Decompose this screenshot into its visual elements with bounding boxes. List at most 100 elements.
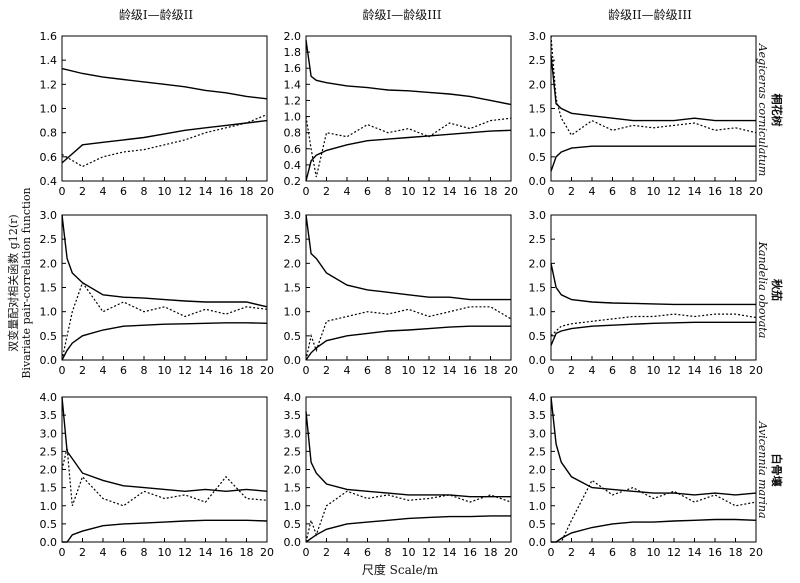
x-tick-label: 0 bbox=[548, 185, 555, 198]
x-tick-label: 18 bbox=[729, 185, 743, 198]
y-tick-label: 2.5 bbox=[40, 445, 58, 458]
lower-line bbox=[62, 519, 268, 543]
y-tick-label: 0.5 bbox=[284, 518, 302, 531]
x-tick-label: 14 bbox=[443, 364, 457, 377]
x-tick-label: 8 bbox=[385, 546, 392, 559]
y-tick-label: 3.5 bbox=[529, 409, 547, 422]
y-tick-label: 2.5 bbox=[40, 233, 58, 246]
y-tick-label: 1.8 bbox=[284, 46, 302, 59]
x-tick-label: 2 bbox=[79, 364, 86, 377]
plot-frame bbox=[61, 214, 268, 361]
lower-line bbox=[61, 119, 268, 164]
y-tick-label: 1.4 bbox=[284, 78, 302, 91]
y-tick-label: 2.5 bbox=[529, 233, 547, 246]
x-tick-label: 12 bbox=[178, 185, 192, 198]
panel-9: 0 2 4 6 8 10 12 14 16 18 20 0.0 0.5 1.0 1.5 2.0 2.5 3.0 3.… bbox=[529, 391, 764, 559]
x-tick-label: 14 bbox=[688, 364, 702, 377]
x-tick-label: 16 bbox=[463, 185, 477, 198]
lower-line bbox=[61, 322, 268, 361]
y-tick-label: 0.0 bbox=[529, 175, 547, 188]
x-tick-label: 18 bbox=[240, 185, 254, 198]
x-tick-label: 8 bbox=[141, 185, 148, 198]
y-tick-label: 3.0 bbox=[529, 30, 547, 43]
x-tick-label: 8 bbox=[630, 364, 637, 377]
x-tick-label: 18 bbox=[484, 546, 498, 559]
upper-line bbox=[61, 67, 268, 100]
y-tick-label: 1.0 bbox=[529, 306, 547, 319]
y-tick-label: 0.0 bbox=[40, 536, 58, 549]
x-tick-label: 0 bbox=[548, 364, 555, 377]
y-tick-label: 0.2 bbox=[284, 175, 302, 188]
lower-line bbox=[305, 129, 512, 182]
y-tick-label: 1.4 bbox=[40, 54, 58, 67]
y-tick-label: 4.0 bbox=[284, 391, 302, 404]
x-tick-label: 14 bbox=[199, 185, 213, 198]
y-tick-label: 1.0 bbox=[40, 103, 58, 116]
x-tick-label: 6 bbox=[120, 185, 127, 198]
x-tick-label: 10 bbox=[158, 546, 172, 559]
x-tick-label: 20 bbox=[749, 185, 763, 198]
x-axis-label: 尺度 Scale/m bbox=[361, 563, 439, 577]
x-tick-label: 8 bbox=[630, 185, 637, 198]
y-tick-label: 0.4 bbox=[40, 175, 58, 188]
x-tick-label: 4 bbox=[344, 185, 351, 198]
upper-line bbox=[550, 396, 757, 496]
x-tick-label: 18 bbox=[484, 364, 498, 377]
x-tick-label: 8 bbox=[141, 546, 148, 559]
x-tick-label: 12 bbox=[422, 546, 436, 559]
y-tick-label: 2.0 bbox=[40, 464, 58, 477]
x-tick-label: 12 bbox=[667, 364, 681, 377]
x-tick-label: 4 bbox=[344, 364, 351, 377]
x-tick-label: 16 bbox=[708, 364, 722, 377]
x-tick-label: 12 bbox=[667, 185, 681, 198]
y-tick-label: 1.0 bbox=[529, 500, 547, 513]
x-tick-label: 10 bbox=[647, 364, 661, 377]
y-tick-label: 3.0 bbox=[284, 427, 302, 440]
x-tick-label: 16 bbox=[708, 546, 722, 559]
x-tick-label: 6 bbox=[120, 364, 127, 377]
x-tick-label: 14 bbox=[199, 364, 213, 377]
y-tick-label: 1.6 bbox=[40, 30, 58, 43]
upper-line bbox=[61, 214, 268, 308]
upper-line bbox=[305, 39, 512, 106]
y-tick-label: 2.0 bbox=[284, 464, 302, 477]
x-tick-label: 18 bbox=[484, 185, 498, 198]
y-tick-label: 0.5 bbox=[529, 151, 547, 164]
y-tick-label: 2.0 bbox=[529, 464, 547, 477]
x-tick-label: 4 bbox=[344, 546, 351, 559]
y-tick-label: 2.5 bbox=[284, 445, 302, 458]
x-tick-label: 12 bbox=[178, 546, 192, 559]
x-tick-label: 0 bbox=[59, 546, 66, 559]
x-tick-label: 0 bbox=[303, 546, 310, 559]
lower-line bbox=[305, 325, 511, 361]
y-tick-label: 0.0 bbox=[529, 536, 547, 549]
y-tick-label: 2.5 bbox=[529, 445, 547, 458]
y-tick-label: 0.5 bbox=[529, 330, 547, 343]
x-tick-label: 18 bbox=[240, 364, 254, 377]
observed-line bbox=[305, 116, 512, 178]
y-tick-label: 0.0 bbox=[529, 354, 547, 367]
plot-frame bbox=[550, 35, 757, 182]
plot-frame bbox=[550, 396, 757, 543]
x-tick-label: 10 bbox=[647, 546, 661, 559]
x-tick-label: 20 bbox=[504, 364, 518, 377]
y-tick-label: 1.0 bbox=[284, 500, 302, 513]
upper-line bbox=[305, 411, 511, 498]
y-tick-label: 1.5 bbox=[284, 282, 302, 295]
y-tick-label: 0.5 bbox=[40, 518, 58, 531]
lower-line bbox=[550, 145, 756, 172]
y-tick-label: 2.0 bbox=[40, 257, 58, 270]
y-tick-label: 0.6 bbox=[40, 151, 58, 164]
panel-1: 0 2 4 6 8 10 12 14 16 18 20 0.4 0.6 0.8 1.0 1.2 1.4 1.6 bbox=[40, 30, 275, 198]
y-tick-label: 2.5 bbox=[529, 54, 547, 67]
column-title-2: 龄级I—龄级III bbox=[362, 8, 442, 22]
upper-line bbox=[305, 214, 511, 301]
x-tick-label: 16 bbox=[463, 364, 477, 377]
x-tick-label: 16 bbox=[219, 185, 233, 198]
x-tick-label: 20 bbox=[260, 364, 274, 377]
x-tick-label: 2 bbox=[79, 185, 86, 198]
x-tick-label: 0 bbox=[303, 364, 310, 377]
panel-3: 0 2 4 6 8 10 12 14 16 18 20 0.0 0.5 1.0 1.5 2.0 2.5 3.0 bbox=[529, 30, 764, 198]
y-tick-label: 1.0 bbox=[40, 306, 58, 319]
